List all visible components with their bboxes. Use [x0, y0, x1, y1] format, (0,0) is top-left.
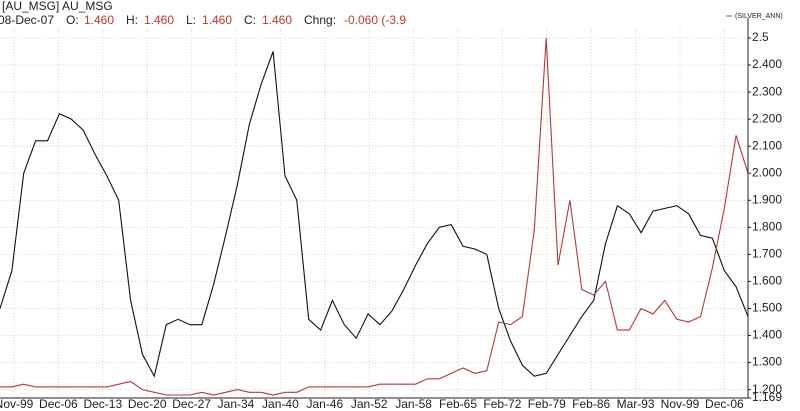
change-label: Chng:: [304, 13, 336, 27]
x-tick-label: Jan-52: [351, 397, 388, 411]
x-tick-label: Dec-06: [39, 397, 78, 411]
x-tick-label: Feb-72: [483, 397, 521, 411]
x-tick-label: Mar-93: [617, 397, 655, 411]
y-tick-label: 2.100: [752, 138, 782, 152]
x-tick-label: Feb-65: [439, 397, 477, 411]
x-tick-label: Jan-34: [218, 397, 255, 411]
open-label: O:: [66, 13, 79, 27]
series-line: [0, 37, 748, 396]
y-tick-label: 2.200: [752, 111, 782, 125]
y-tick-label: 2.000: [752, 165, 782, 179]
y-tick-label: 1.169: [752, 390, 782, 404]
high-value: 1.460: [144, 13, 174, 27]
y-tick-label: 1.700: [752, 247, 782, 261]
y-tick-label: 1.600: [752, 274, 782, 288]
x-tick-label: Nov-99: [661, 397, 700, 411]
x-tick-label: Feb-79: [528, 397, 566, 411]
x-tick-label: Jan-46: [306, 397, 343, 411]
y-tick-label: 2.300: [752, 84, 782, 98]
y-tick-label: 1.200: [752, 382, 782, 396]
x-tick-label: Dec-06: [705, 397, 744, 411]
y-tick-label: 1.400: [752, 328, 782, 342]
plot: [0, 28, 748, 398]
x-tick-label: Dec-13: [83, 397, 122, 411]
chart-title: [AU_MSG] AU_MSG: [2, 0, 113, 13]
change-value: -0.060 (-3.9: [344, 13, 406, 27]
x-tick-label: Dec-27: [172, 397, 211, 411]
y-tick-label: 2.5: [752, 30, 769, 44]
close-value: 1.460: [262, 13, 292, 27]
legend-label: (SILVER_ANN): [735, 13, 783, 20]
y-tick-label: 1.800: [752, 220, 782, 234]
low-label: L:: [186, 13, 196, 27]
y-tick-label: 1.300: [752, 355, 782, 369]
y-tick-label: 2.400: [752, 57, 782, 71]
open-value: 1.460: [84, 13, 114, 27]
x-tick-label: Nov-99: [0, 397, 34, 411]
high-label: H:: [126, 13, 138, 27]
x-tick-label: Dec-20: [128, 397, 167, 411]
close-label: C:: [244, 13, 256, 27]
series-line: [0, 51, 748, 378]
y-tick-label: 1.900: [752, 192, 782, 206]
x-tick-label: Feb-86: [572, 397, 610, 411]
y-tick-label: 1.500: [752, 301, 782, 315]
x-tick-label: Jan-58: [395, 397, 432, 411]
low-value: 1.460: [202, 13, 232, 27]
x-tick-label: Jan-40: [262, 397, 299, 411]
header-date: 08-Dec-07: [0, 13, 54, 27]
